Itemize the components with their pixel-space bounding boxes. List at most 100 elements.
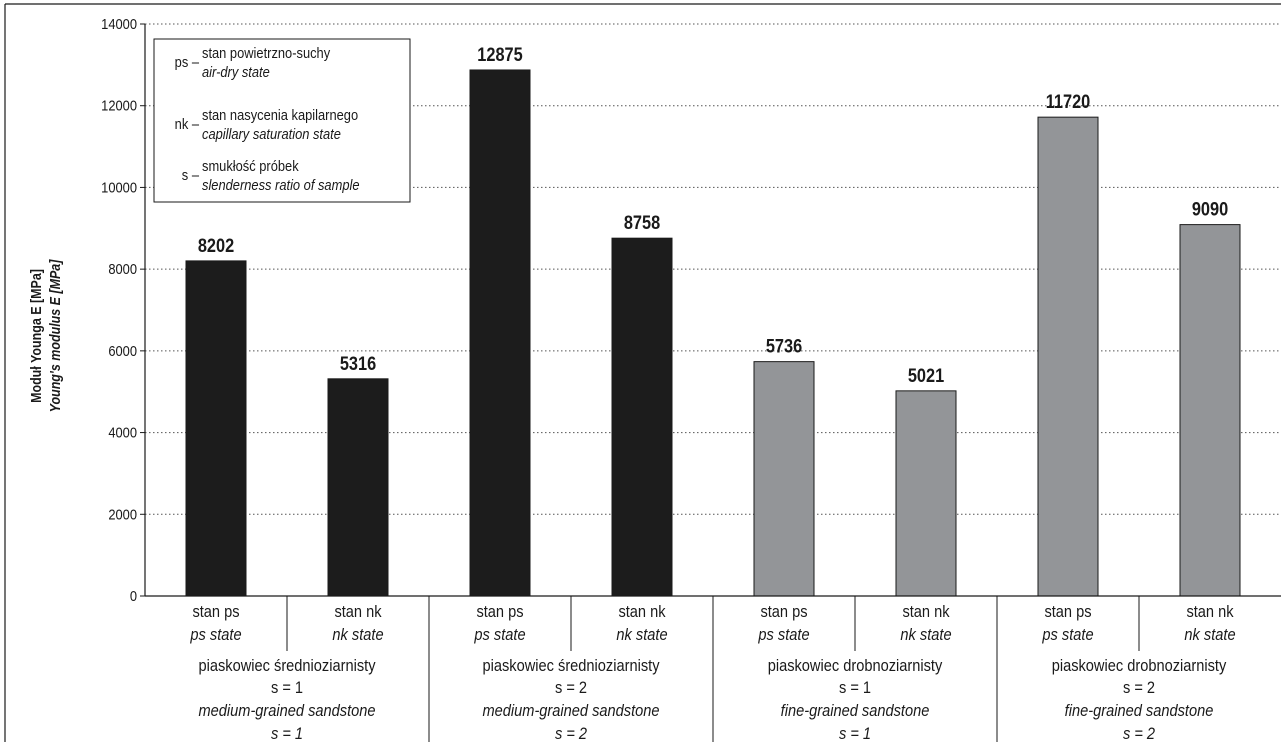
legend-abbr: ps – bbox=[175, 53, 200, 70]
category-label-en-wrap: ps state bbox=[1041, 626, 1093, 644]
bar-value-label-wrap: 12875 bbox=[477, 44, 523, 65]
group-s-label-wrap: s = 1 bbox=[839, 679, 871, 697]
category-label-en: ps state bbox=[189, 626, 241, 644]
bar bbox=[895, 390, 957, 597]
group-label-en-wrap: fine-grained sandstone bbox=[781, 702, 930, 720]
group-s-label-en-wrap: s = 1 bbox=[839, 725, 871, 742]
category-label-en-wrap: nk state bbox=[1184, 626, 1235, 644]
group-label: piaskowiec średnioziarnisty bbox=[198, 657, 375, 675]
y-tick-label-wrap: 6000 bbox=[108, 342, 137, 359]
bar-value-label-wrap: 11720 bbox=[1046, 91, 1091, 112]
y-tick-label-wrap: 4000 bbox=[108, 424, 137, 441]
legend-text-en-wrap: capillary saturation state bbox=[202, 125, 341, 142]
group-s-label-wrap: s = 2 bbox=[555, 679, 587, 697]
bar bbox=[327, 378, 389, 597]
legend-text-en-wrap: air-dry state bbox=[202, 63, 270, 80]
group-label-en: fine-grained sandstone bbox=[781, 702, 930, 720]
bar-value-label: 11720 bbox=[1046, 91, 1091, 112]
category-label: stan ps bbox=[192, 603, 239, 621]
category-label-wrap: stan ps bbox=[760, 603, 807, 621]
legend-text-wrap: smukłość próbek bbox=[202, 157, 299, 174]
group-s-label-en: s = 2 bbox=[1123, 725, 1155, 742]
bar-value-label-wrap: 8202 bbox=[198, 235, 234, 256]
y-tick-label: 4000 bbox=[108, 424, 137, 441]
legend-text-en: air-dry state bbox=[202, 63, 270, 80]
bar-value-label: 9090 bbox=[1192, 198, 1228, 219]
group-label-wrap: piaskowiec drobnoziarnisty bbox=[768, 657, 943, 675]
y-tick-labels: 0 2000 4000 6000 8000 10000 12000 14000 bbox=[101, 15, 137, 604]
bar bbox=[469, 69, 531, 597]
y-tick-label: 0 bbox=[130, 587, 137, 604]
legend-text-wrap: stan nasycenia kapilarnego bbox=[202, 106, 358, 123]
legend-text: stan nasycenia kapilarnego bbox=[202, 106, 358, 123]
bar-value-label-wrap: 5021 bbox=[908, 365, 944, 386]
category-label-en: nk state bbox=[1184, 626, 1235, 644]
y-tick-label-wrap: 14000 bbox=[101, 15, 137, 32]
group-label-en: fine-grained sandstone bbox=[1065, 702, 1214, 720]
category-label: stan nk bbox=[334, 603, 381, 621]
bar-value-label: 8202 bbox=[198, 235, 234, 256]
category-label-en-wrap: nk state bbox=[616, 626, 667, 644]
group-s-label-wrap: s = 1 bbox=[271, 679, 303, 697]
bar bbox=[1179, 224, 1241, 597]
y-axis-label-en: Young's modulus E [MPa] bbox=[47, 259, 63, 412]
category-label-en-wrap: ps state bbox=[473, 626, 525, 644]
legend-abbr: nk – bbox=[175, 115, 200, 132]
bar-value-label-wrap: 9090 bbox=[1192, 198, 1228, 219]
y-tick-label: 8000 bbox=[108, 260, 137, 277]
bar-value-label: 5316 bbox=[340, 353, 376, 374]
category-label-en: ps state bbox=[757, 626, 809, 644]
category-label-wrap: stan ps bbox=[1044, 603, 1091, 621]
bar-value-label: 5736 bbox=[766, 335, 802, 356]
category-label-en: nk state bbox=[900, 626, 951, 644]
category-label-wrap: stan ps bbox=[192, 603, 239, 621]
category-label: stan nk bbox=[1186, 603, 1233, 621]
y-tick-label-wrap: 2000 bbox=[108, 505, 137, 522]
axes bbox=[144, 24, 1281, 742]
group-s-label-en: s = 2 bbox=[555, 725, 587, 742]
legend-box bbox=[153, 38, 411, 203]
category-label-en-wrap: nk state bbox=[900, 626, 951, 644]
y-tick-label: 10000 bbox=[101, 178, 137, 195]
y-tick-label: 2000 bbox=[108, 505, 137, 522]
group-label-en-wrap: fine-grained sandstone bbox=[1065, 702, 1214, 720]
group-s-label: s = 2 bbox=[1123, 679, 1155, 697]
group-label: piaskowiec średnioziarnisty bbox=[482, 657, 659, 675]
bar-value-label-wrap: 8758 bbox=[624, 212, 660, 233]
category-label: stan nk bbox=[618, 603, 665, 621]
y-tick-label: 6000 bbox=[108, 342, 137, 359]
group-label-wrap: piaskowiec średnioziarnisty bbox=[482, 657, 659, 675]
category-label-wrap: stan nk bbox=[902, 603, 949, 621]
bar-value-label: 8758 bbox=[624, 212, 660, 233]
y-tick-label-wrap: 0 bbox=[130, 587, 137, 604]
category-label-en-wrap: ps state bbox=[757, 626, 809, 644]
x-category-labels: stan ps ps state stan nk nk state stan ps ps … bbox=[189, 603, 1235, 742]
legend-abbr-wrap: ps – bbox=[175, 53, 200, 70]
category-label: stan nk bbox=[902, 603, 949, 621]
legend-text-en: capillary saturation state bbox=[202, 125, 341, 142]
group-label-wrap: piaskowiec drobnoziarnisty bbox=[1052, 657, 1227, 675]
group-s-label: s = 2 bbox=[555, 679, 587, 697]
bar bbox=[611, 237, 673, 597]
group-s-label: s = 1 bbox=[839, 679, 871, 697]
legend-text: smukłość próbek bbox=[202, 157, 299, 174]
category-label-en: ps state bbox=[1041, 626, 1093, 644]
y-tick-label-wrap: 10000 bbox=[101, 178, 137, 195]
legend-abbr-wrap: nk – bbox=[175, 115, 200, 132]
y-tick-label-wrap: 8000 bbox=[108, 260, 137, 277]
legend-text: stan powietrzno-suchy bbox=[202, 44, 330, 61]
category-label-en: nk state bbox=[332, 626, 383, 644]
y-tick-label: 12000 bbox=[101, 97, 137, 114]
category-label-wrap: stan nk bbox=[618, 603, 665, 621]
category-label: stan ps bbox=[1044, 603, 1091, 621]
y-tick-label: 14000 bbox=[101, 15, 137, 32]
group-s-label-en-wrap: s = 2 bbox=[555, 725, 587, 742]
legend-abbr-wrap: s – bbox=[182, 166, 199, 183]
y-tick-label-wrap: 12000 bbox=[101, 97, 137, 114]
category-label-wrap: stan nk bbox=[1186, 603, 1233, 621]
y-axis-label: Moduł Younga E [MPa] bbox=[28, 269, 44, 403]
group-s-label-en: s = 1 bbox=[839, 725, 871, 742]
legend-abbr: s – bbox=[182, 166, 199, 183]
bar-value-label: 12875 bbox=[477, 44, 523, 65]
